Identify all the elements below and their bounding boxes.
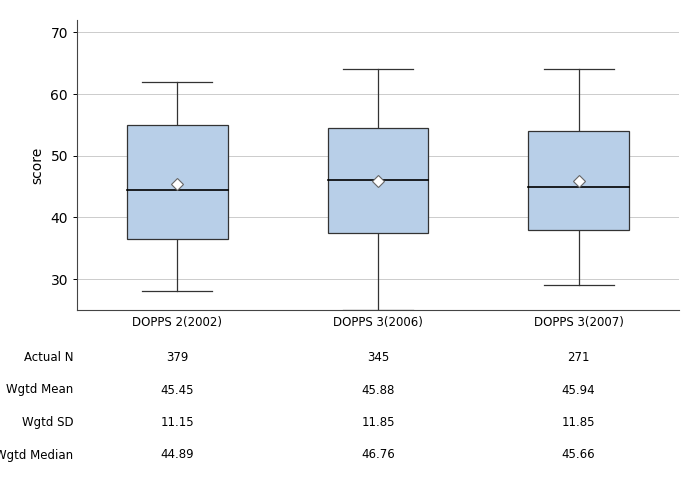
- Text: Wgtd Median: Wgtd Median: [0, 448, 74, 462]
- Text: 11.85: 11.85: [361, 416, 395, 429]
- Text: 271: 271: [568, 351, 590, 364]
- Text: 379: 379: [166, 351, 188, 364]
- Text: 11.85: 11.85: [562, 416, 596, 429]
- Text: 45.45: 45.45: [160, 384, 194, 396]
- Bar: [328, 128, 428, 233]
- Text: 11.15: 11.15: [160, 416, 194, 429]
- Text: 46.76: 46.76: [361, 448, 395, 462]
- Text: DOPPS 3(2007): DOPPS 3(2007): [533, 316, 624, 329]
- Text: Actual N: Actual N: [24, 351, 74, 364]
- Text: 45.94: 45.94: [562, 384, 596, 396]
- Text: DOPPS 3(2006): DOPPS 3(2006): [333, 316, 423, 329]
- Text: Wgtd Mean: Wgtd Mean: [6, 384, 74, 396]
- Text: Wgtd SD: Wgtd SD: [22, 416, 74, 429]
- Text: DOPPS 2(2002): DOPPS 2(2002): [132, 316, 223, 329]
- Text: 45.66: 45.66: [562, 448, 596, 462]
- Text: 44.89: 44.89: [160, 448, 194, 462]
- Text: 45.88: 45.88: [361, 384, 395, 396]
- Text: 345: 345: [367, 351, 389, 364]
- Y-axis label: score: score: [31, 146, 45, 184]
- Bar: [127, 125, 228, 239]
- Bar: [528, 131, 629, 230]
